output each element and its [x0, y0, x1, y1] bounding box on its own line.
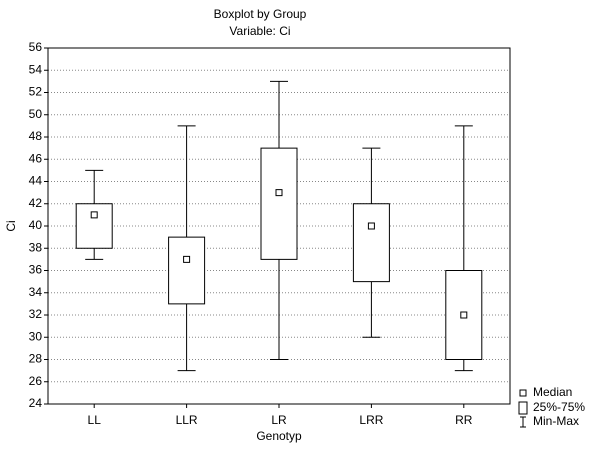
y-tick-label: 34: [29, 285, 43, 299]
y-tick-label: 54: [29, 62, 43, 76]
x-axis-label: Genotyp: [256, 429, 302, 443]
box: [168, 236, 206, 305]
box: [75, 203, 113, 249]
y-tick-label: 50: [29, 107, 43, 121]
y-axis-label: Ci: [4, 220, 18, 231]
median-marker: [367, 222, 375, 230]
legend-median-symbol: [519, 389, 527, 397]
chart-title: Boxplot by Group: [214, 7, 307, 21]
y-tick-label: 48: [29, 129, 43, 143]
y-tick-label: 52: [29, 85, 43, 99]
x-tick-label: RR: [455, 413, 473, 427]
y-tick-label: 56: [29, 40, 43, 54]
x-tick-label: LLR: [176, 413, 198, 427]
y-tick-label: 40: [29, 218, 43, 232]
chart-subtitle: Variable: Ci: [229, 24, 290, 38]
y-tick-label: 32: [29, 307, 43, 321]
x-tick-label: LRR: [359, 413, 383, 427]
legend-box-symbol: [518, 401, 528, 415]
y-tick-label: 42: [29, 196, 43, 210]
y-tick-label: 36: [29, 263, 43, 277]
x-tick-label: LR: [271, 413, 287, 427]
median-marker: [90, 211, 98, 219]
median-marker: [275, 189, 283, 197]
box: [352, 203, 390, 283]
box: [260, 147, 298, 260]
y-tick-label: 28: [29, 352, 43, 366]
median-marker: [183, 255, 191, 263]
y-tick-label: 44: [29, 174, 43, 188]
y-tick-label: 30: [29, 329, 43, 343]
x-tick-label: LL: [88, 413, 102, 427]
y-tick-label: 24: [29, 396, 43, 410]
y-tick-label: 26: [29, 374, 43, 388]
legend-label: Median: [533, 385, 572, 399]
y-tick-label: 46: [29, 151, 43, 165]
legend-label: Min-Max: [533, 414, 579, 428]
legend-label: 25%-75%: [533, 400, 585, 414]
median-marker: [460, 311, 468, 319]
y-tick-label: 38: [29, 240, 43, 254]
